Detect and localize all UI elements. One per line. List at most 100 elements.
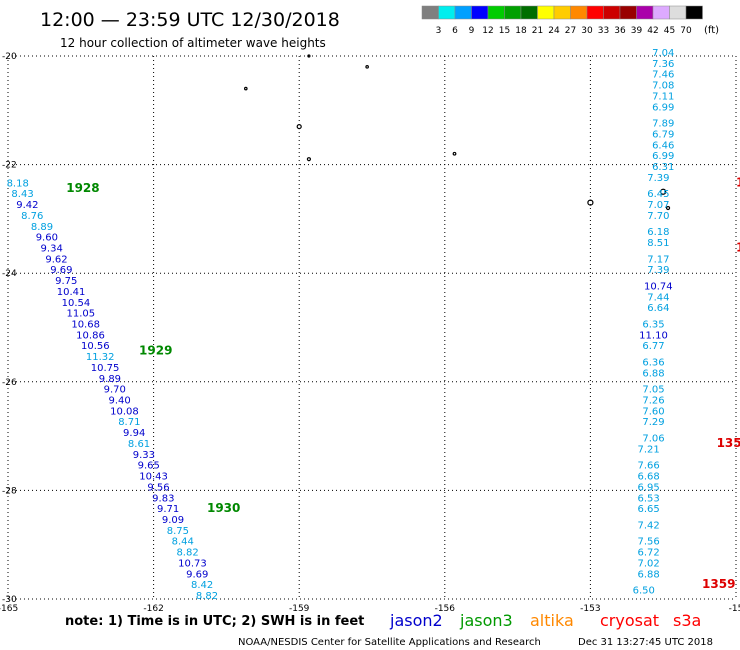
x-tick-label: -165 <box>0 604 18 614</box>
swh-value: 6.18 <box>647 227 669 238</box>
y-tick-label: -20 <box>2 52 17 62</box>
legend-label: 42 <box>647 26 658 36</box>
axis-ticks: -165 -162 -159 -156 -153 -15 -20 -22 -24 -26 -28 -3… <box>0 52 740 614</box>
swh-value: 6.36 <box>642 358 664 369</box>
swh-value: 7.56 <box>638 537 660 548</box>
x-tick-label: -15 <box>729 604 740 614</box>
swh-value: 8.82 <box>176 548 198 559</box>
swh-value: 10.41 <box>57 287 86 298</box>
legend-label: 30 <box>581 26 593 36</box>
swh-value: 10.56 <box>81 341 110 352</box>
swh-value: 9.42 <box>16 200 38 211</box>
legend-swatch <box>619 5 637 20</box>
swh-value: 7.05 <box>642 385 664 396</box>
legend-swatch <box>652 5 670 20</box>
legend-label: 18 <box>515 26 527 36</box>
y-tick-label: -30 <box>2 595 17 605</box>
legend-swatch <box>471 5 489 20</box>
time-labels: 1928 1929 1930 1359 1359 13 1 <box>66 175 740 591</box>
swh-value: 8.76 <box>21 211 43 222</box>
swh-value: 8.18 <box>7 178 29 189</box>
time-label: 1359 <box>717 436 740 450</box>
swh-value: 10.54 <box>62 298 91 309</box>
swh-value: 7.07 <box>647 200 669 211</box>
swh-value: 10.43 <box>139 472 168 483</box>
swh-value: 9.69 <box>186 569 208 580</box>
swh-value: 8.44 <box>172 537 194 548</box>
swh-value: 7.29 <box>642 417 664 428</box>
legend-label: 12 <box>482 26 493 36</box>
swh-value: 9.70 <box>104 385 126 396</box>
satellite-name: altika <box>530 611 574 630</box>
legend-label: 3 <box>436 26 442 36</box>
footer-credit: NOAA/NESDIS Center for Satellite Applica… <box>238 637 541 648</box>
island-marker <box>307 54 311 58</box>
swh-value: 7.89 <box>652 119 674 130</box>
swh-value: 11.32 <box>86 352 115 363</box>
swh-value: 7.21 <box>638 444 660 455</box>
island-marker <box>296 123 302 130</box>
swh-value: 9.75 <box>55 276 77 287</box>
legend-swatch <box>454 5 472 20</box>
swh-value: 6.68 <box>638 472 660 483</box>
satellite-name: jason3 <box>459 611 513 630</box>
swh-value: 7.44 <box>647 292 669 303</box>
swh-value: 7.39 <box>647 265 669 276</box>
legend-swatch <box>504 5 522 20</box>
swh-value: 6.77 <box>642 341 664 352</box>
swh-value: 8.51 <box>647 238 669 249</box>
swh-value: 9.60 <box>36 233 58 244</box>
swh-value: 9.40 <box>108 396 130 407</box>
island-marker <box>365 65 369 69</box>
satellite-name: jason2 <box>389 611 443 630</box>
swh-value: 9.65 <box>138 461 160 472</box>
swh-value: 10.86 <box>76 330 105 341</box>
legend-unit: (ft) <box>704 25 719 36</box>
swh-color-legend: 3 6 9 12 15 18 21 24 27 30 33 36 39 42 45 70 <box>421 5 703 36</box>
y-tick-label: -24 <box>2 269 17 279</box>
y-tick-label: -22 <box>2 161 17 171</box>
time-label: 1929 <box>139 344 172 358</box>
time-label: 1359 <box>702 577 735 591</box>
legend-swatch <box>537 5 555 20</box>
x-tick-label: -162 <box>143 604 163 614</box>
swh-value: 7.02 <box>638 558 660 569</box>
legend-swatch <box>636 5 654 20</box>
legend-swatch <box>685 5 703 20</box>
x-tick-label: -159 <box>289 604 310 614</box>
swh-value: 7.60 <box>642 406 664 417</box>
swh-value: 11.05 <box>66 309 95 320</box>
island-markers <box>244 54 671 211</box>
swh-value: 9.33 <box>133 450 155 461</box>
plot-grid <box>7 55 737 600</box>
legend-swatch <box>421 5 439 20</box>
swh-value: 7.39 <box>647 173 669 184</box>
y-tick-label: -28 <box>2 486 17 496</box>
legend-label: 70 <box>680 26 692 36</box>
swh-value: 7.17 <box>647 254 669 265</box>
swh-value: 6.79 <box>652 129 674 140</box>
time-label: 1930 <box>207 501 240 515</box>
swh-value: 7.04 <box>652 48 674 59</box>
swh-value: 6.72 <box>638 548 660 559</box>
swh-value: 11.10 <box>639 330 668 341</box>
satellite-name: s3a <box>673 611 701 630</box>
swh-value: 6.99 <box>652 102 674 113</box>
swh-value: 9.56 <box>147 482 169 493</box>
legend-swatch <box>603 5 621 20</box>
legend-label: 6 <box>452 26 458 36</box>
island-marker <box>665 205 671 211</box>
swh-value: 7.70 <box>647 211 669 222</box>
swh-value: 8.82 <box>196 591 218 602</box>
x-tick-label: -153 <box>580 604 600 614</box>
footer-timestamp: Dec 31 13:27:45 UTC 2018 <box>578 637 713 648</box>
swh-value: 8.61 <box>128 439 150 450</box>
swh-value: 6.88 <box>642 368 664 379</box>
swh-value: 6.31 <box>652 162 674 173</box>
legend-swatch <box>520 5 538 20</box>
time-label: 1 <box>736 175 740 189</box>
footer-note: note: 1) Time is in UTC; 2) SWH is in fe… <box>65 614 364 629</box>
satellite-legend: jason2 jason3 altika cryosat s3a <box>389 611 701 630</box>
legend-label: 9 <box>469 26 475 36</box>
